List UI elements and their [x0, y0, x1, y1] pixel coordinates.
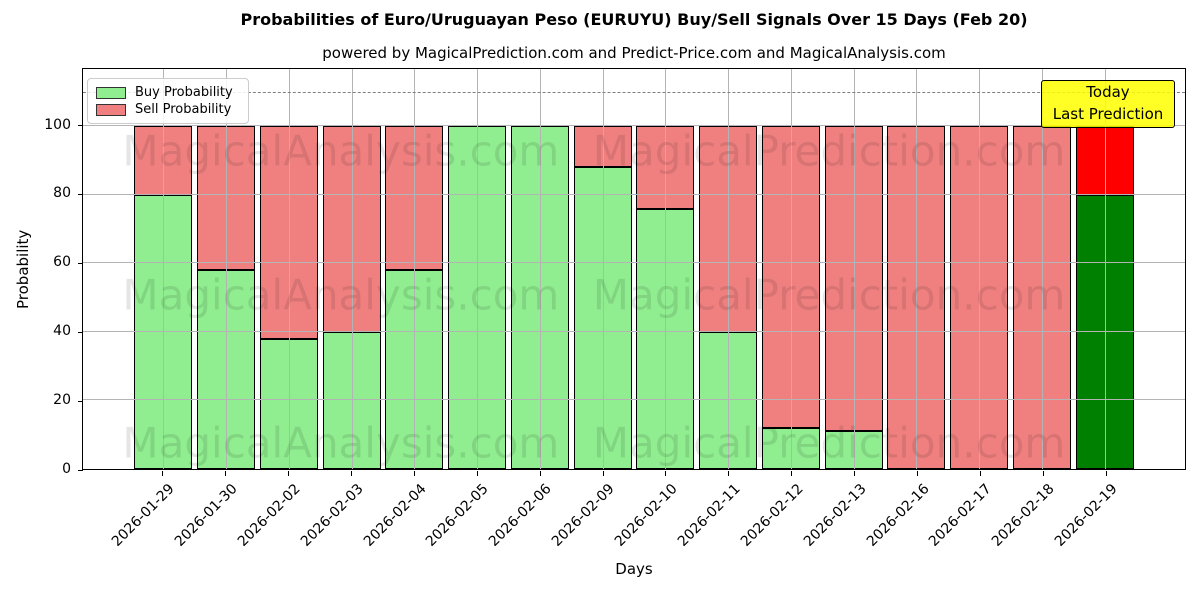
x-tick-mark — [1042, 471, 1044, 476]
x-tick-mark — [791, 471, 793, 476]
y-tick-label: 40 — [53, 323, 71, 340]
legend-label: Buy Probability — [135, 85, 233, 100]
plot-area: MagicalAnalysis.comMagicalPrediction.com… — [82, 68, 1186, 470]
legend-swatch — [96, 103, 126, 116]
legend-entry: Sell Probability — [96, 101, 240, 118]
y-axis-ticks: 0 20 40 60 80 100 — [0, 68, 83, 477]
x-tick-mark — [1105, 471, 1107, 476]
x-tick: 2026-02-12 — [738, 471, 823, 571]
x-tick-mark — [916, 471, 918, 476]
gridline-vertical — [665, 69, 667, 469]
y-tick-label: 20 — [53, 392, 71, 409]
legend-entry: Buy Probability — [96, 84, 240, 101]
x-tick-mark — [979, 471, 981, 476]
gridline-vertical — [163, 69, 165, 469]
bar-slot — [132, 69, 195, 469]
x-tick: 2026-02-04 — [360, 471, 446, 571]
legend: Buy Probability Sell Probability — [87, 78, 249, 124]
x-tick: 2026-02-18 — [989, 471, 1074, 571]
bar-slot — [571, 69, 634, 469]
gridline-vertical — [1104, 69, 1106, 469]
bar-slot — [446, 69, 509, 469]
chart-title: Probabilities of Euro/Uruguayan Peso (EU… — [240, 10, 1028, 29]
threshold-dashed-line — [83, 91, 1185, 93]
bar-slot — [1011, 69, 1074, 469]
bar-slot — [948, 69, 1011, 469]
x-tick: 2026-02-09 — [549, 471, 634, 571]
today-annotation: Today Last Prediction — [1041, 80, 1175, 128]
gridline-vertical — [979, 69, 981, 469]
gridline-vertical — [1041, 69, 1043, 469]
bar-slot — [258, 69, 321, 469]
gridline-vertical — [288, 69, 290, 469]
x-tick: 2026-02-17 — [926, 471, 1011, 571]
x-tick: 2026-02-05 — [423, 471, 508, 571]
bar-slot — [1073, 69, 1136, 469]
x-tick-mark — [351, 471, 353, 476]
x-tick-mark — [288, 471, 290, 476]
x-tick-mark — [854, 471, 856, 476]
legend-label: Sell Probability — [135, 102, 232, 117]
y-tick-label: 60 — [53, 254, 71, 271]
x-tick-mark — [225, 471, 227, 476]
gridline-vertical — [916, 69, 918, 469]
y-tick-mark — [78, 331, 83, 333]
gridline-vertical — [226, 69, 228, 469]
y-tick-mark — [78, 400, 83, 402]
gridline-vertical — [853, 69, 855, 469]
x-tick: 2026-02-11 — [675, 471, 760, 571]
y-tick-label: 0 — [62, 461, 71, 477]
y-tick-mark — [78, 125, 83, 127]
bar-slot — [383, 69, 446, 469]
legend-swatch — [96, 86, 126, 99]
x-tick: 2026-02-19 — [1052, 471, 1137, 571]
x-tick-label: 2026-01-29 — [108, 481, 178, 550]
x-tick-mark — [602, 471, 604, 476]
x-tick: 2026-02-16 — [863, 471, 949, 571]
gridline-vertical — [728, 69, 730, 469]
gridline-vertical — [790, 69, 792, 469]
chart-subtitle: powered by MagicalPrediction.com and Pre… — [322, 44, 946, 62]
bars-layer — [83, 69, 1185, 469]
x-tick-mark — [665, 471, 667, 476]
x-tick-mark — [539, 471, 541, 476]
bar-slot — [697, 69, 760, 469]
y-tick-mark — [78, 262, 83, 264]
x-axis-label: Days — [615, 560, 653, 578]
y-tick-label: 100 — [44, 116, 71, 133]
gridline-vertical — [477, 69, 479, 469]
today-annotation-line2: Last Prediction — [1052, 105, 1164, 123]
x-tick: 2026-02-02 — [235, 471, 320, 571]
bar-slot — [195, 69, 258, 469]
x-axis-ticks: 2026-01-29 2026-01-30 2026-02-02 2026-02-03… — [82, 471, 1186, 571]
y-tick-label: 80 — [53, 185, 71, 202]
y-tick-mark — [78, 469, 83, 471]
bar-slot — [885, 69, 948, 469]
x-tick: 2026-02-10 — [612, 471, 697, 571]
bar-slot — [320, 69, 383, 469]
x-tick-mark — [162, 471, 164, 476]
x-tick: 2026-02-13 — [801, 471, 886, 571]
x-tick: 2026-02-03 — [298, 471, 383, 571]
gridline-vertical — [602, 69, 604, 469]
bar-slot — [509, 69, 572, 469]
gridline-vertical — [351, 69, 353, 469]
today-annotation-line1: Today — [1086, 83, 1130, 102]
x-tick: 2026-02-06 — [486, 471, 571, 571]
y-tick-mark — [78, 193, 83, 195]
bar-slot — [822, 69, 885, 469]
x-tick: 2026-01-29 — [109, 471, 194, 571]
gridline-vertical — [414, 69, 416, 469]
x-tick-mark — [413, 471, 415, 476]
x-tick-mark — [476, 471, 478, 476]
x-tick-mark — [728, 471, 730, 476]
bar-slot — [634, 69, 697, 469]
bar-slot — [760, 69, 823, 469]
gridline-vertical — [539, 69, 541, 469]
x-tick: 2026-01-30 — [172, 471, 257, 571]
